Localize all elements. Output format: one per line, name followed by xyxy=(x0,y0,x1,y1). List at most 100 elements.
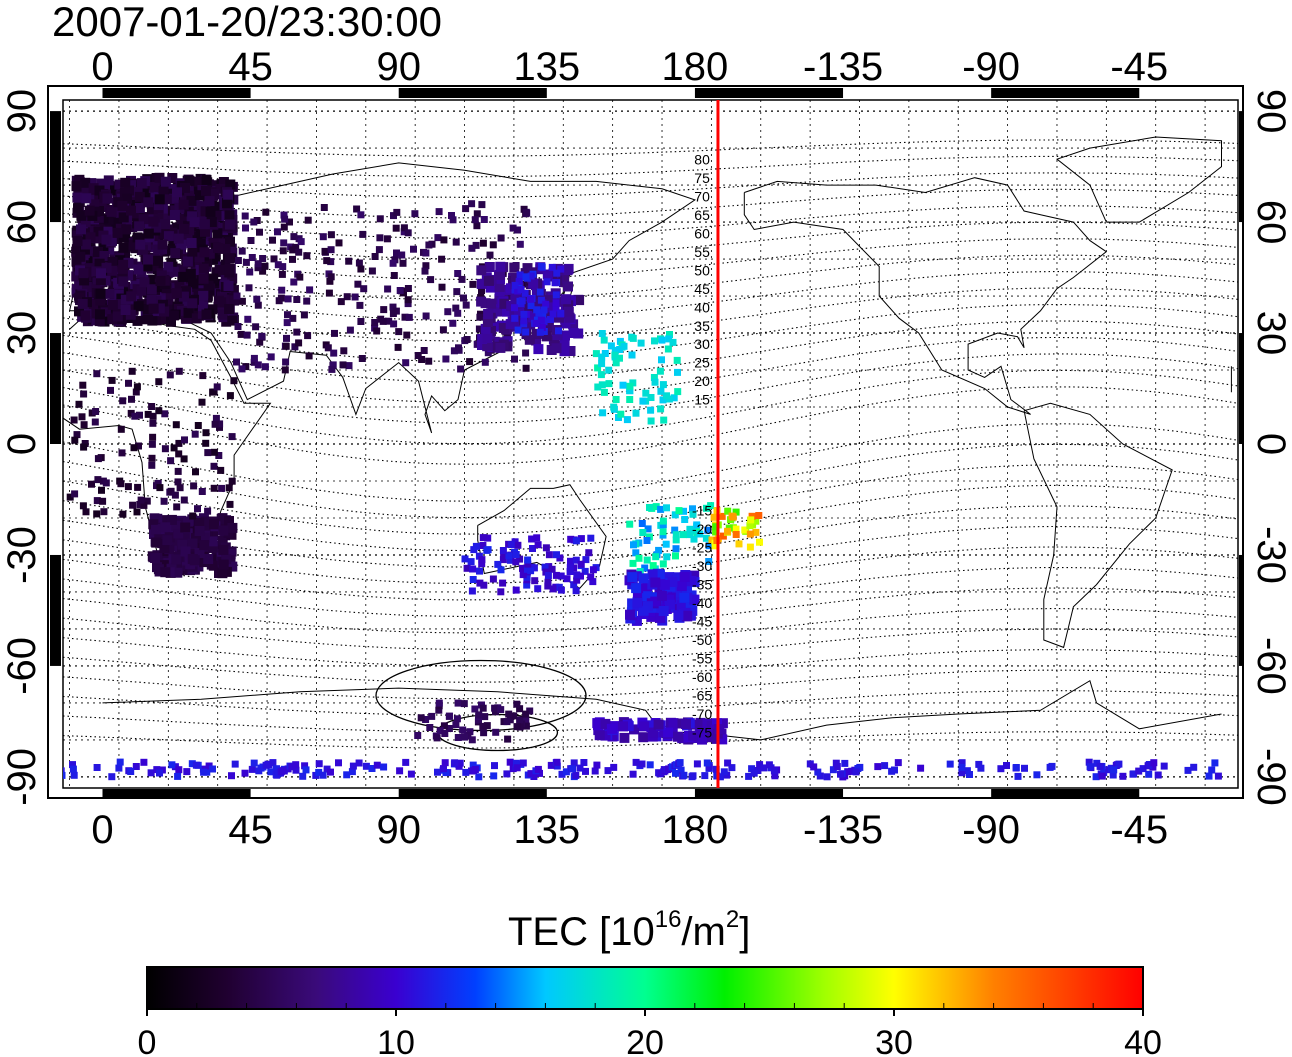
tec-cell xyxy=(193,176,204,187)
tec-cell xyxy=(148,403,156,410)
tec-cell xyxy=(123,257,134,268)
tec-cell xyxy=(119,188,130,198)
tec-cell xyxy=(132,388,140,396)
contour-line xyxy=(63,628,1238,667)
tec-cell xyxy=(557,586,565,594)
tec-cell xyxy=(148,519,159,530)
tec-cell xyxy=(204,507,212,515)
tec-cell xyxy=(88,480,95,488)
tec-cell xyxy=(732,531,740,538)
tec-cell xyxy=(616,346,624,353)
tec-cell xyxy=(148,461,156,469)
tec-cell xyxy=(161,410,169,418)
tec-cell xyxy=(244,315,252,323)
tec-cell xyxy=(94,258,105,269)
tec-cell xyxy=(94,455,102,463)
tec-cell xyxy=(118,276,129,287)
tec-cell xyxy=(741,526,749,534)
tec-cell xyxy=(216,513,227,524)
tec-cell xyxy=(143,254,153,265)
tec-cell xyxy=(173,528,184,539)
figure-title: 2007-01-20/23:30:00 xyxy=(52,0,442,45)
frame-bar-right xyxy=(1239,111,1242,223)
tec-cell xyxy=(418,356,426,363)
tec-cell xyxy=(686,575,697,586)
tec-cell xyxy=(324,344,332,352)
tec-cell xyxy=(724,527,732,535)
tec-cell xyxy=(652,553,660,561)
tec-cell xyxy=(497,566,505,574)
tec-cell xyxy=(599,409,607,417)
tec-cell xyxy=(155,407,163,415)
tec-cell xyxy=(528,312,539,323)
tec-cell xyxy=(198,488,206,495)
tec-cell xyxy=(563,575,571,583)
tec-cell xyxy=(703,504,710,512)
tec-cell xyxy=(154,194,165,205)
tec-cell xyxy=(353,205,361,213)
tec-cell xyxy=(149,412,157,420)
tec-cell xyxy=(227,522,238,533)
tec-cell xyxy=(160,176,171,187)
tec-cell xyxy=(327,231,335,239)
tec-cell xyxy=(577,535,585,543)
tec-cell xyxy=(93,370,101,378)
tec-cell xyxy=(628,351,636,359)
tec-cell xyxy=(404,300,412,308)
tec-cell xyxy=(224,516,234,526)
tec-cell xyxy=(435,208,443,216)
coastline xyxy=(743,177,1108,415)
tec-cell xyxy=(560,318,571,329)
tec-cell xyxy=(191,313,202,324)
tec-cell xyxy=(486,298,497,309)
tec-cell xyxy=(157,239,168,250)
tec-cell xyxy=(3,700,10,707)
tec-cell xyxy=(201,256,212,267)
tec-cell xyxy=(209,189,220,199)
tec-cell xyxy=(383,235,391,243)
tec-cell xyxy=(259,255,267,262)
tec-cell xyxy=(9,702,16,709)
tec-cell xyxy=(77,298,88,309)
tec-cell xyxy=(165,289,176,300)
tec-cell xyxy=(189,512,197,520)
tec-cell xyxy=(439,326,447,334)
tec-cell xyxy=(358,355,366,362)
tec-cell xyxy=(514,541,522,549)
tec-cell xyxy=(552,304,560,311)
tec-cell xyxy=(651,337,658,345)
tec-cell xyxy=(93,212,104,223)
tec-cell xyxy=(340,347,348,355)
tec-cell xyxy=(209,285,220,296)
tec-cell xyxy=(191,430,199,438)
contour-line xyxy=(63,271,1238,322)
tec-cell xyxy=(440,236,448,244)
tec-cell xyxy=(650,596,661,607)
tec-cell xyxy=(543,322,554,333)
tec-cell xyxy=(649,562,657,570)
tec-cell xyxy=(494,560,502,568)
tec-cell xyxy=(404,285,412,292)
tec-cell xyxy=(632,409,640,417)
tec-cell xyxy=(117,480,125,488)
tec-cell xyxy=(183,516,194,527)
tec-cell xyxy=(371,253,379,260)
tec-cell xyxy=(200,516,211,527)
tec-cell xyxy=(70,416,78,424)
tec-cell xyxy=(123,270,134,281)
tec-cell xyxy=(544,578,552,586)
tec-cell xyxy=(180,182,190,193)
tec-cell xyxy=(561,294,571,305)
tec-cell xyxy=(632,597,643,608)
tec-cell xyxy=(562,265,573,276)
tec-cell xyxy=(5,707,12,714)
tec-cell xyxy=(379,317,387,325)
tec-cell xyxy=(107,314,118,325)
tec-cell xyxy=(190,533,201,544)
tec-cell xyxy=(629,334,637,342)
tec-cell xyxy=(346,326,354,334)
tec-cell xyxy=(204,248,215,259)
tec-cell xyxy=(747,516,755,524)
tec-cell xyxy=(153,200,164,211)
